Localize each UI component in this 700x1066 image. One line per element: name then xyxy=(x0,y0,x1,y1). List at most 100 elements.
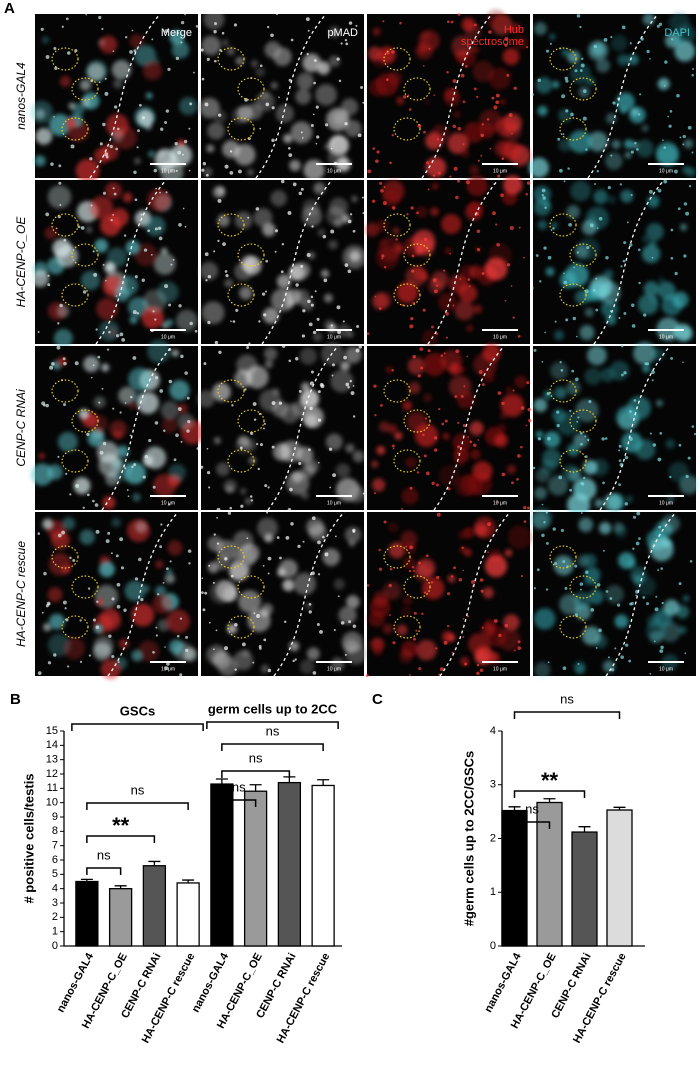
cell-blob xyxy=(610,34,628,52)
speckle xyxy=(278,96,280,99)
significance-bracket-label: ns xyxy=(266,723,280,738)
speckle xyxy=(620,265,623,268)
cell-blob xyxy=(56,304,70,318)
cell-blob xyxy=(264,41,282,59)
speckle xyxy=(658,22,663,26)
speckle xyxy=(465,64,468,68)
speckle xyxy=(180,21,185,25)
speckle xyxy=(520,445,523,449)
cell-blob xyxy=(468,632,491,656)
speckle xyxy=(374,295,377,298)
speckle xyxy=(576,251,580,254)
speckle xyxy=(290,522,294,526)
speckle xyxy=(619,183,622,186)
speckle xyxy=(67,665,70,668)
cell-blob xyxy=(393,243,404,254)
speckle xyxy=(331,374,334,377)
speckle xyxy=(423,130,426,134)
speckle xyxy=(517,640,521,644)
speckle xyxy=(537,437,542,441)
speckle xyxy=(533,587,536,590)
cell-blob xyxy=(424,98,431,105)
cell-blob xyxy=(325,433,343,451)
cell-blob xyxy=(396,624,408,636)
speckle xyxy=(427,188,430,191)
speckle xyxy=(225,274,229,278)
y-tick-label: 0 xyxy=(52,940,58,952)
cell-blob xyxy=(328,55,341,67)
speckle xyxy=(635,594,638,597)
cell-blob xyxy=(415,205,428,218)
cell-blob xyxy=(272,443,291,461)
cell-blob xyxy=(31,269,49,288)
micrograph: 10 μm xyxy=(31,339,205,511)
speckle xyxy=(57,533,62,538)
cell-blob xyxy=(197,390,215,408)
speckle xyxy=(252,661,255,664)
speckle xyxy=(643,313,647,317)
cell-blob xyxy=(503,175,523,195)
speckle xyxy=(132,356,137,360)
cell-blob xyxy=(635,139,654,158)
cell-blob xyxy=(683,139,694,149)
speckle xyxy=(531,93,535,96)
cell-blob xyxy=(558,137,573,152)
speckle xyxy=(501,157,505,160)
speckle xyxy=(541,188,546,193)
speckle xyxy=(187,419,191,424)
speckle xyxy=(496,243,500,247)
speckle xyxy=(378,548,381,552)
speckle xyxy=(119,537,124,542)
speckle xyxy=(178,304,182,308)
speckle xyxy=(421,612,424,616)
speckle xyxy=(136,146,139,149)
speckle xyxy=(63,238,67,242)
cell-blob xyxy=(542,448,562,468)
speckle xyxy=(180,41,183,44)
speckle xyxy=(92,364,95,367)
cell-blob xyxy=(102,495,116,510)
speckle xyxy=(45,212,50,217)
cell-blob xyxy=(326,107,350,132)
speckle xyxy=(98,15,102,20)
speckle xyxy=(573,266,576,269)
cell-blob xyxy=(338,606,357,625)
speckle xyxy=(281,179,285,184)
speckle xyxy=(337,595,340,598)
speckle xyxy=(405,545,408,548)
speckle xyxy=(319,382,324,387)
speckle xyxy=(493,105,498,110)
speckle xyxy=(418,561,421,565)
speckle xyxy=(639,93,642,96)
scale-bar-label: 10 μm xyxy=(493,500,507,506)
speckle xyxy=(347,219,352,224)
speckle xyxy=(80,226,85,230)
speckle xyxy=(691,73,694,77)
speckle xyxy=(312,671,317,675)
speckle xyxy=(391,134,394,137)
speckle xyxy=(329,486,332,489)
cell-blob xyxy=(528,157,549,178)
cell-blob xyxy=(672,291,689,308)
speckle xyxy=(112,50,115,53)
speckle xyxy=(141,116,146,120)
error-bar xyxy=(148,860,161,866)
cell-blob xyxy=(111,517,121,528)
cell-blob xyxy=(94,624,104,634)
speckle xyxy=(544,206,547,209)
speckle xyxy=(669,475,672,479)
speckle xyxy=(110,552,113,555)
speckle xyxy=(310,123,314,127)
cell-blob xyxy=(444,89,461,107)
cell-blob xyxy=(349,250,361,262)
cell-blob xyxy=(392,227,400,235)
cell-blob xyxy=(177,403,188,414)
speckle xyxy=(119,332,124,337)
cell-blob xyxy=(209,580,233,605)
y-axis-title: # positive cells/testis xyxy=(21,773,36,903)
speckle xyxy=(85,13,88,16)
speckle xyxy=(605,256,609,260)
gsc-outline xyxy=(237,409,265,433)
speckle xyxy=(234,668,237,671)
speckle xyxy=(64,607,67,610)
